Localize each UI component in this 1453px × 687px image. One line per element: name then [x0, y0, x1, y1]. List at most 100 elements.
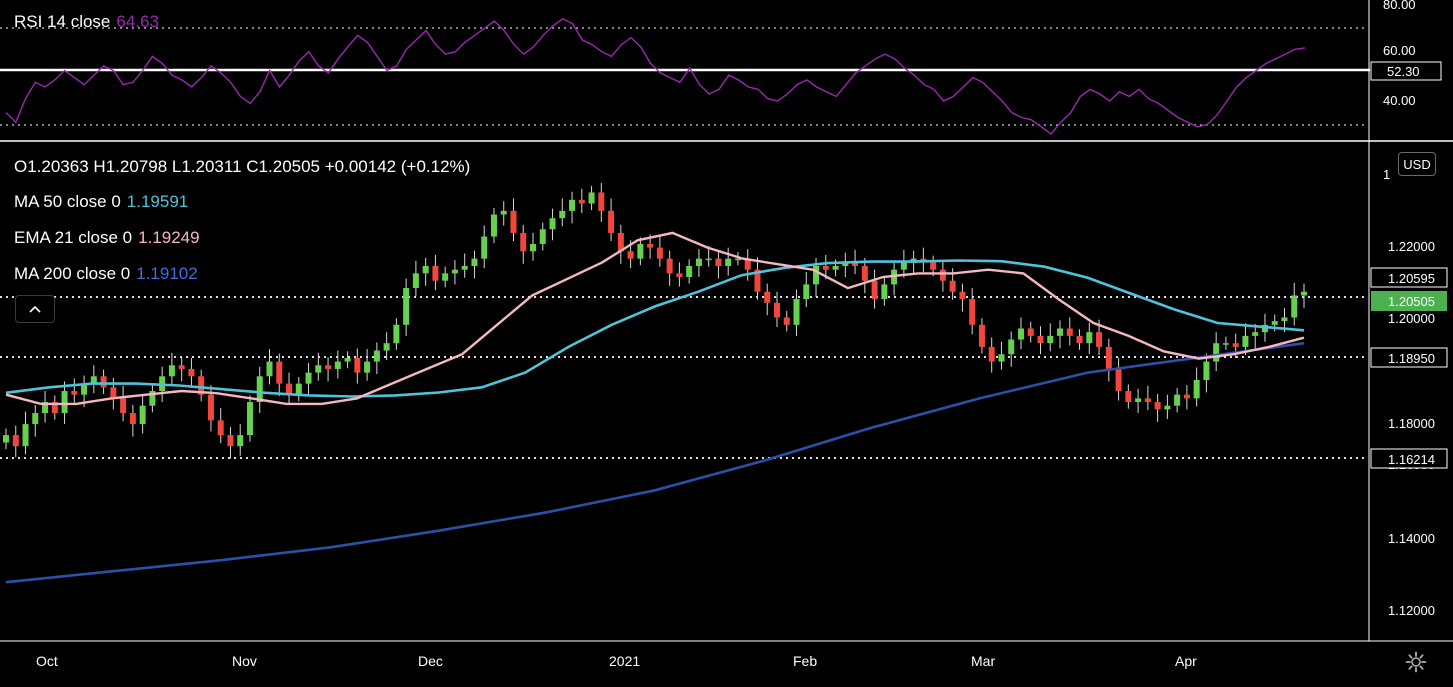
candle-down: [783, 317, 790, 325]
candle-up: [686, 266, 693, 278]
candle-up: [412, 273, 419, 289]
ohlc-low: L1.20311: [171, 157, 242, 176]
candle-up: [256, 376, 263, 403]
candle-down: [939, 269, 946, 281]
candle-down: [715, 258, 722, 266]
candle-down: [1232, 343, 1239, 347]
candle-down: [578, 199, 585, 204]
candle-down: [520, 232, 527, 252]
rsi-line: [5, 17, 1306, 135]
candle-up: [1057, 328, 1064, 336]
candle-up: [90, 376, 97, 384]
candle-down: [822, 266, 829, 270]
rsi-tick-40: 40.00: [1383, 93, 1416, 108]
ohlc-close: C1.20505: [246, 157, 321, 176]
time-label-mar: Mar: [971, 653, 995, 669]
currency-badge[interactable]: USD: [1398, 152, 1436, 176]
rsi-legend-value: 64.63: [116, 12, 159, 31]
candle-up: [1017, 328, 1024, 340]
candle-up: [42, 402, 49, 414]
collapse-legend-button[interactable]: [15, 295, 55, 323]
candle-up: [803, 284, 810, 300]
candle-up: [1301, 291, 1307, 296]
candle-up: [900, 262, 907, 270]
price-tick-1.20: 1.20000: [1388, 311, 1435, 326]
candle-up: [1222, 343, 1229, 345]
candle-up: [168, 365, 175, 377]
candle-up: [539, 229, 546, 244]
candle-up: [237, 435, 244, 447]
candle-up: [725, 258, 732, 266]
candle-up: [246, 402, 253, 436]
last-price-badge: [1371, 291, 1447, 311]
candle-up: [1252, 332, 1259, 336]
ema21-legend-label: EMA 21 close 0: [14, 228, 133, 247]
candle-down: [1183, 394, 1190, 399]
candle-up: [842, 262, 849, 266]
time-label-feb: Feb: [793, 653, 817, 669]
candle-down: [1096, 332, 1103, 347]
candle-down: [432, 266, 439, 281]
candle-down: [1037, 335, 1044, 344]
candle-up: [295, 383, 302, 395]
candle-up: [1164, 405, 1171, 410]
marker-label-1: 1.20595: [1388, 271, 1435, 286]
candle-up: [1291, 295, 1298, 318]
time-label-dec: Dec: [418, 653, 443, 669]
ohlc-change: +0.00142 (+0.12%): [324, 157, 471, 176]
candle-up: [705, 258, 712, 261]
candle-down: [198, 376, 205, 395]
candle-up: [334, 361, 341, 369]
candle-up: [22, 424, 29, 447]
ema21-legend-value: 1.19249: [138, 228, 200, 247]
candle-down: [608, 210, 615, 233]
candle-up: [471, 258, 478, 266]
candle-up: [61, 391, 68, 414]
candle-up: [637, 243, 644, 259]
price-tick-1.22: 1.22000: [1388, 239, 1435, 254]
candle-down: [71, 391, 78, 395]
candle-up: [393, 324, 400, 344]
time-label-nov: Nov: [232, 653, 257, 669]
candle-down: [1115, 368, 1122, 391]
marker-label-3: 1.16214: [1388, 452, 1435, 467]
rsi-legend-label: RSI 14 close: [14, 12, 111, 31]
candle-down: [969, 299, 976, 325]
marker-label-2: 1.18950: [1388, 351, 1435, 366]
candle-up: [530, 243, 537, 252]
rsi-tick-60: 60.00: [1383, 43, 1416, 58]
candle-up: [315, 365, 322, 373]
rsi-pane: [0, 17, 1370, 135]
candle-down: [978, 324, 985, 347]
candle-down: [207, 394, 214, 421]
ma200-legend-label: MA 200 close 0: [14, 264, 131, 283]
candle-up: [832, 266, 839, 270]
candle-down: [1125, 391, 1132, 403]
candle-up: [461, 266, 468, 270]
rsi-tick-80: 80.00: [1383, 0, 1416, 12]
candle-down: [764, 291, 771, 303]
candle-up: [569, 199, 576, 211]
candle-up: [695, 258, 702, 266]
settings-gear-icon[interactable]: [1405, 651, 1427, 673]
ohlc-open: O1.20363: [14, 157, 89, 176]
marker-badge-3: [1370, 448, 1448, 469]
chevron-up-icon: [29, 305, 41, 313]
candle-down: [188, 368, 195, 377]
candle-down: [852, 262, 859, 266]
rsi-level-badge: [1370, 61, 1442, 81]
ohlc-high: H1.20798: [93, 157, 168, 176]
candle-up: [81, 383, 88, 395]
candle-down: [51, 402, 58, 414]
candle-up: [1261, 324, 1268, 333]
candle-up: [813, 266, 820, 285]
candle-up: [451, 269, 458, 274]
candle-down: [647, 243, 654, 248]
price-tick-1.12: 1.12000: [1388, 603, 1435, 618]
candle-up: [500, 210, 507, 215]
candle-up: [588, 192, 595, 204]
ma200-legend-value: 1.19102: [136, 264, 198, 283]
candle-up: [734, 258, 741, 261]
candle-down: [227, 435, 234, 447]
